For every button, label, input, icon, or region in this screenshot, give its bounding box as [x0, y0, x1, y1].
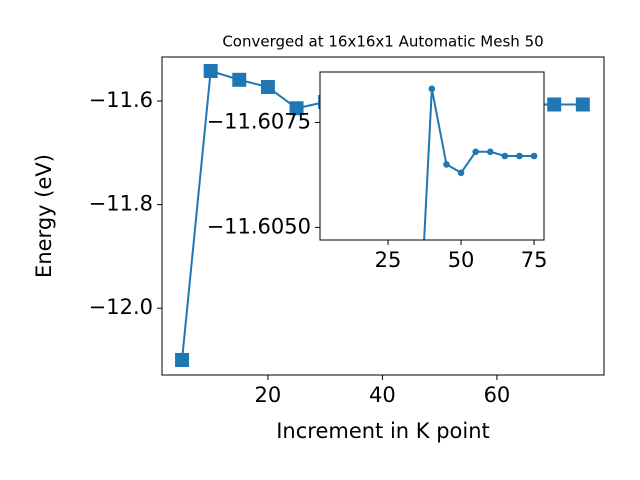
y-tick-label: −11.6075: [207, 109, 311, 133]
marker: [472, 148, 479, 156]
y-tick-label: −12.0: [89, 295, 153, 319]
y-tick-label: −11.6050: [207, 214, 311, 238]
marker: [575, 97, 590, 112]
marker: [457, 169, 465, 177]
marker: [203, 63, 218, 78]
axes-frame: [319, 71, 545, 241]
marker: [516, 152, 523, 160]
marker: [428, 85, 436, 93]
inset-axes: 25 50 75 −11.6050 −11.6075: [207, 71, 548, 272]
marker: [289, 101, 304, 116]
x-tick-label: 25: [375, 248, 402, 272]
x-axis-label: Increment in K point: [276, 419, 490, 443]
y-axis-label: Energy (eV): [32, 154, 56, 278]
x-tick-label: 40: [369, 383, 396, 407]
x-tick-label: 20: [255, 383, 282, 407]
marker: [175, 352, 190, 367]
x-tick-label: 75: [521, 248, 548, 272]
y-tick-label: −11.8: [89, 192, 153, 216]
axes-frame: [161, 56, 605, 376]
plot-clip: [423, 85, 538, 240]
marker: [547, 97, 562, 112]
marker: [232, 72, 247, 87]
chart-title: Converged at 16x16x1 Automatic Mesh 50: [222, 33, 543, 51]
y-tick-label: −11.6: [89, 88, 153, 112]
x-tick-label: 60: [484, 383, 511, 407]
marker: [443, 161, 450, 168]
marker: [501, 152, 509, 160]
marker: [260, 80, 275, 95]
marker: [530, 152, 538, 160]
x-tick-label: 50: [448, 248, 475, 272]
marker: [486, 148, 494, 156]
